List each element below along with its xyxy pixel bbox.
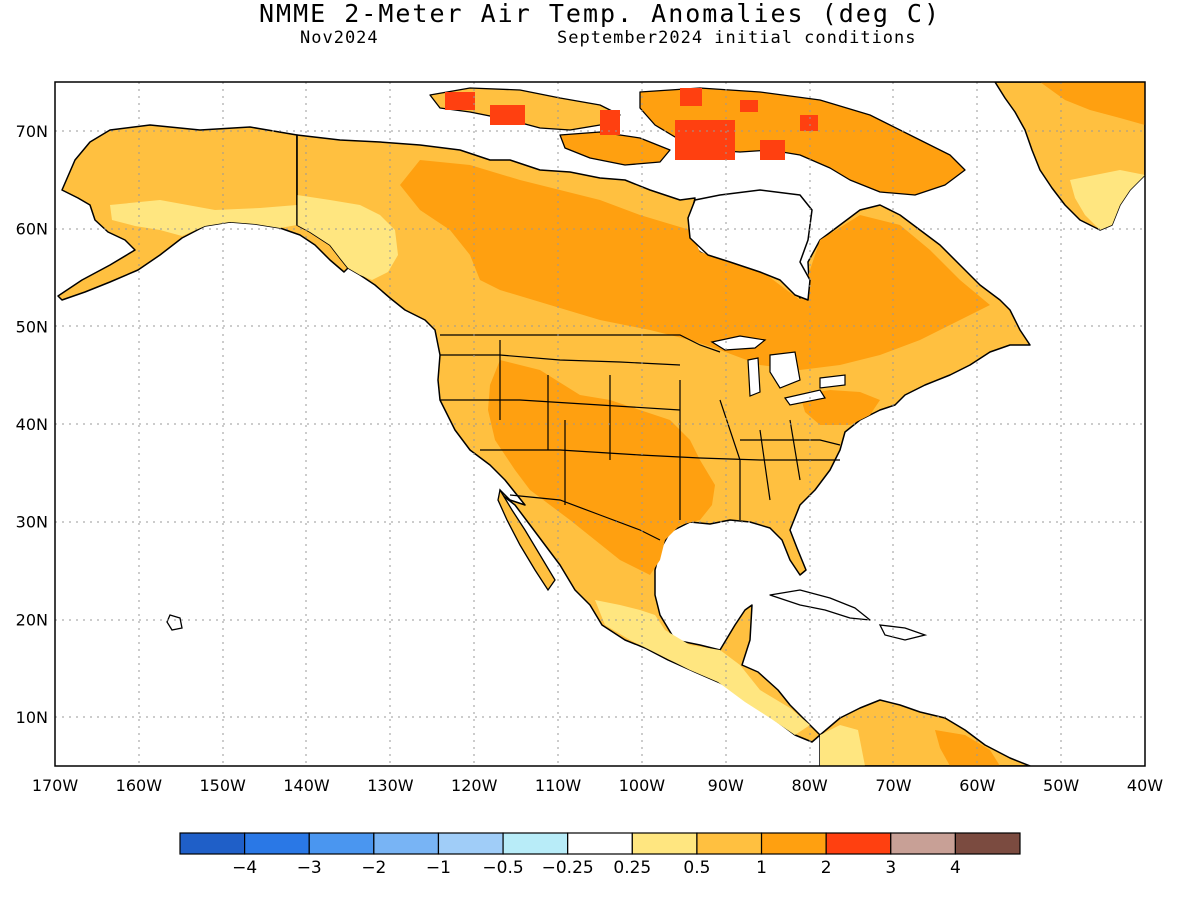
colorbar-swatch	[631, 832, 698, 855]
lon-tick-label: 110W	[535, 776, 582, 795]
lon-tick-label: 100W	[619, 776, 666, 795]
mexico-south-pale	[595, 600, 810, 735]
anomaly-field	[57, 82, 1145, 766]
colorbar-label: 3	[885, 858, 896, 878]
colorbar-label: −1	[426, 858, 451, 878]
lon-tick-label: 60W	[959, 776, 995, 795]
alaska-south-pale	[110, 200, 297, 236]
lat-tick-label: 40N	[16, 415, 48, 434]
lon-tick-label: 150W	[200, 776, 247, 795]
lon-tick-label: 170W	[32, 776, 79, 795]
colorbar-swatch	[954, 832, 1021, 855]
colorbar-swatch	[567, 832, 633, 855]
lon-tick-label: 130W	[367, 776, 414, 795]
lat-tick-label: 50N	[16, 317, 48, 336]
initial-conditions-label: September2024 initial conditions	[557, 28, 917, 48]
colorbar-label: 0.5	[683, 858, 710, 878]
colorbar-swatch	[760, 832, 827, 855]
colorbar-swatch	[502, 832, 569, 855]
colorbar-swatch	[825, 832, 892, 855]
lon-tick-label: 90W	[708, 776, 744, 795]
hudson-bay	[687, 189, 813, 301]
colorbar	[179, 832, 1021, 855]
colorbar-label: 1	[756, 858, 767, 878]
lat-tick-label: 70N	[16, 122, 48, 141]
lat-tick-label: 60N	[16, 220, 48, 239]
lon-tick-label: 80W	[792, 776, 828, 795]
target-month-label: Nov2024	[300, 28, 379, 48]
greenland-south-pale	[1070, 170, 1145, 230]
colorbar-label: 4	[950, 858, 961, 878]
colorbar-swatch	[696, 832, 763, 855]
chart-title: NMME 2-Meter Air Temp. Anomalies (deg C)	[258, 0, 942, 28]
colorbar-label: −0.25	[542, 858, 594, 878]
lon-tick-label: 160W	[116, 776, 163, 795]
us-west-orange	[488, 360, 715, 575]
lon-tick-label: 120W	[451, 776, 498, 795]
lat-tick-label: 20N	[16, 610, 48, 629]
colorbar-label: 0.25	[613, 858, 651, 878]
colorbar-labels: −4 −3 −2 −1 −0.5 −0.25 0.25 0.5 1 2 3 4	[232, 858, 961, 878]
greenland-core	[1040, 82, 1145, 125]
arctic-warm-patches	[445, 88, 818, 160]
hawaii	[166, 614, 183, 631]
lon-tick-label: 140W	[283, 776, 330, 795]
colorbar-label: 2	[821, 858, 832, 878]
colorbar-label: −4	[232, 858, 257, 878]
lat-tick-label: 10N	[16, 708, 48, 727]
cuba	[769, 589, 871, 621]
colorbar-swatch	[373, 832, 440, 855]
lat-tick-label: 30N	[16, 513, 48, 532]
colorbar-swatch	[244, 832, 310, 855]
lon-tick-label: 70W	[875, 776, 911, 795]
south-america-orange	[935, 730, 1000, 766]
canada-west-pale	[297, 195, 398, 280]
south-america-pale	[820, 725, 865, 766]
colorbar-swatch	[308, 832, 375, 855]
gridlines	[55, 82, 1145, 766]
political-boundaries	[296, 135, 841, 541]
canada-interior-orange	[400, 160, 990, 370]
latitude-tick-labels: 10N 20N 30N 40N 50N 60N 70N	[16, 122, 48, 727]
longitude-tick-labels: 170W 160W 150W 140W 130W 120W 110W 100W 90W 80W 70…	[32, 776, 1163, 795]
plot-frame	[54, 81, 1146, 767]
great-lakes	[710, 335, 846, 406]
colorbar-swatch	[179, 832, 246, 855]
baja-california	[497, 488, 556, 592]
colorbar-swatch	[890, 832, 956, 855]
colorbar-label: −3	[297, 858, 322, 878]
colorbar-label: −2	[361, 858, 386, 878]
colorbar-label: −0.5	[482, 858, 523, 878]
hispaniola	[878, 624, 928, 641]
colorbar-swatch	[437, 832, 504, 855]
arctic-island-small	[559, 131, 671, 166]
lon-tick-label: 40W	[1127, 776, 1163, 795]
lon-tick-label: 50W	[1043, 776, 1079, 795]
